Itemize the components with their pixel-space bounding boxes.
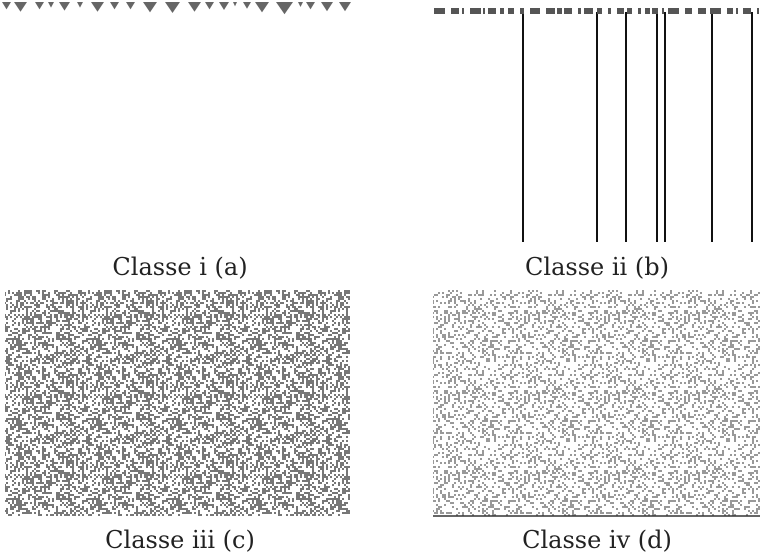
- shape: [48, 2, 54, 8]
- shape: [59, 2, 70, 11]
- shape: [219, 2, 229, 10]
- shape: [205, 2, 214, 9]
- shape: [126, 2, 135, 9]
- cell: [488, 8, 496, 14]
- cell: [483, 8, 485, 14]
- shape: [321, 2, 333, 11]
- cell: [597, 8, 602, 14]
- shape: [243, 2, 251, 9]
- cell: [627, 8, 632, 14]
- shape: [276, 2, 293, 14]
- cell: [727, 8, 733, 14]
- cell: [508, 8, 514, 14]
- shape: [2, 2, 11, 9]
- cell: [662, 8, 664, 14]
- caption: Classe iv (d): [417, 526, 765, 554]
- cell: [520, 8, 524, 14]
- shape: [233, 2, 237, 6]
- cell: [638, 8, 641, 14]
- shape: [35, 2, 44, 9]
- shape: [339, 2, 351, 11]
- shape: [306, 2, 315, 9]
- cell: [743, 8, 751, 14]
- cell: [652, 8, 658, 14]
- cell: [564, 8, 572, 14]
- caption: Classe i (a): [0, 253, 360, 281]
- cell: [451, 8, 459, 14]
- cell: [736, 8, 738, 14]
- shape: [255, 2, 269, 12]
- caption: Classe ii (b): [417, 253, 765, 281]
- cell: [470, 8, 481, 14]
- cell: [617, 8, 624, 14]
- cell: [557, 8, 562, 14]
- cell: [434, 8, 445, 14]
- cell: [500, 8, 504, 14]
- cell: [645, 8, 650, 14]
- shape: [143, 2, 157, 12]
- shape: [77, 2, 83, 8]
- cell: [530, 8, 540, 14]
- cell: [685, 8, 692, 14]
- cell: [546, 8, 555, 14]
- figure: Classe i (a) Classe ii (b) Classe iii (c…: [0, 0, 765, 559]
- cell: [584, 8, 593, 14]
- cell: [757, 8, 759, 14]
- shape: [91, 2, 104, 12]
- shape: [14, 2, 27, 12]
- shape: [110, 2, 119, 9]
- caption: Classe iii (c): [0, 526, 360, 554]
- cell: [608, 8, 611, 14]
- cell: [668, 8, 679, 14]
- cell: [462, 8, 464, 14]
- shape: [165, 2, 180, 13]
- shape: [298, 2, 303, 7]
- shape: [188, 2, 201, 12]
- panel-b: [434, 8, 759, 242]
- panel-d: [433, 290, 760, 516]
- cell: [578, 8, 581, 14]
- cell: [698, 8, 706, 14]
- panel-c: [5, 290, 350, 516]
- panel-a: [2, 2, 351, 14]
- cell: [710, 8, 721, 14]
